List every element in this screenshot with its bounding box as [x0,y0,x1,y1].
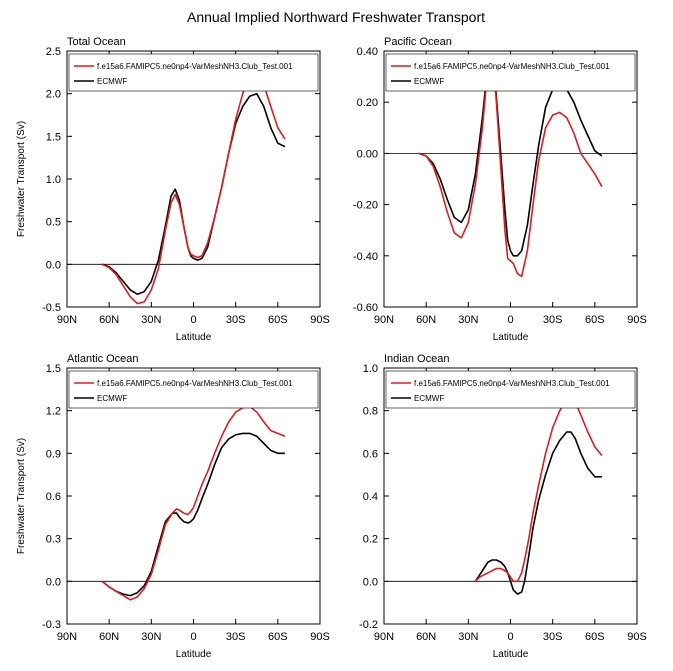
x-tick-label: 0 [507,631,513,643]
panel-title: Pacific Ocean [384,36,452,48]
x-tick-label: 60S [268,631,288,643]
legend: f.e15a6.FAMIPC5.ne0np4-VarMeshNH3.Club_T… [68,370,319,409]
legend-box [385,370,636,409]
series-line-ecmwf [101,92,286,296]
y-tick-label: 0.20 [357,97,378,109]
y-tick-label: 2.0 [46,89,61,101]
x-tick-label: 90N [374,314,394,326]
y-tick-label: 0.4 [363,491,378,503]
y-tick-label: 0.8 [363,406,378,418]
legend: f.e15a6.FAMIPC5.ne0np4-VarMeshNH3.Club_T… [385,53,636,92]
legend: f.e15a6.FAMIPC5.ne0np4-VarMeshNH3.Club_T… [385,370,636,409]
legend-label: ECMWF [414,77,444,86]
x-tick-label: 90S [310,314,330,326]
series-line-ecmwf [101,432,285,597]
x-tick-label: 60N [99,314,119,326]
y-axis-label: Freshwater Transport (Sv) [16,121,27,237]
y-tick-label: 2.5 [46,46,61,58]
y-tick-label: 0.0 [363,576,378,588]
y-axis-label: Freshwater Transport (Sv) [16,438,27,554]
x-tick-label: 90N [374,631,394,643]
x-tick-label: 60N [416,631,436,643]
x-tick-label: 0 [190,631,196,643]
legend-label: f.e15a6.FAMIPC5.ne0np4-VarMeshNH3.Club_T… [97,379,293,388]
legend-label: f.e15a6.FAMIPC5.ne0np4-VarMeshNH3.Club_T… [97,62,293,71]
x-tick-label: 30N [141,314,161,326]
series-line-model [101,71,286,305]
y-tick-label: -0.5 [42,302,61,314]
legend-label: f.e15a6.FAMIPC5.ne0np4-VarMeshNH3.Club_T… [414,379,610,388]
y-tick-label: 1.2 [46,406,61,418]
series-line-model [474,397,603,583]
y-tick-label: 0.5 [46,217,61,229]
y-tick-label: 0.9 [46,448,61,460]
y-tick-label: 1.0 [363,363,378,375]
y-tick-label: -0.2 [359,619,378,631]
y-tick-label: 1.5 [46,131,61,143]
series-line-model [418,60,603,278]
x-axis-label: Latitude [493,649,529,660]
x-axis-label: Latitude [176,332,212,343]
series-line-model [101,405,286,601]
y-tick-label: 0.6 [46,491,61,503]
y-tick-label: 0.00 [357,148,378,160]
panel-indian-ocean: 90N 60N 30N 0 30S 60S 90S -0.2 0.0 0.2 0.4 0.6 0.8 1.… [359,353,647,660]
panel-title: Indian Ocean [384,353,449,365]
y-tick-label: 0.0 [46,576,61,588]
legend-box [68,370,319,409]
y-tick-label: -0.60 [353,302,378,314]
x-tick-label: 30N [458,631,478,643]
y-tick-label: 1.0 [46,174,61,186]
x-tick-label: 30S [226,631,246,643]
panel-title: Atlantic Ocean [67,353,139,365]
legend-label: ECMWF [97,394,127,403]
x-tick-label: 60S [268,314,288,326]
x-tick-label: 60S [585,631,605,643]
panel-pacific-ocean: 90N 60N 30N 0 30S 60S 90S -0.60 -0.40 -0.20 0.00 0.… [353,36,647,343]
x-tick-label: 0 [190,314,196,326]
x-tick-label: 90N [57,631,77,643]
y-tick-label: 0.40 [357,46,378,58]
x-tick-label: 90S [627,631,647,643]
x-tick-label: 30S [543,631,563,643]
panel-title: Total Ocean [67,36,126,48]
legend: f.e15a6.FAMIPC5.ne0np4-VarMeshNH3.Club_T… [68,53,319,92]
legend-box [385,53,636,92]
series-line-ecmwf [474,431,602,595]
x-tick-label: 90S [627,314,647,326]
y-tick-label: 1.5 [46,363,61,375]
x-axis-label: Latitude [176,649,212,660]
x-axis-label: Latitude [493,332,529,343]
panel-atlantic-ocean: 90N 60N 30N 0 30S 60S 90S -0.3 0.0 0.3 0.6 0.9 1.2 1.… [16,353,330,660]
y-tick-label: -0.3 [42,619,61,631]
y-tick-label: 0.2 [363,534,378,546]
x-tick-label: 60N [99,631,119,643]
y-tick-label: -0.20 [353,200,378,212]
x-tick-label: 30N [141,631,161,643]
legend-label: ECMWF [414,394,444,403]
x-tick-label: 30S [543,314,563,326]
y-tick-label: 0.0 [46,259,61,271]
y-tick-label: 0.6 [363,448,378,460]
legend-box [68,53,319,92]
panel-total-ocean: 90N 60N 30N 0 30S 60S 90S -0.5 0.0 0.5 1.0 1.5 2.0 2.… [16,36,330,343]
x-tick-label: 60N [416,314,436,326]
legend-label: f.e15a6.FAMIPC5.ne0np4-VarMeshNH3.Club_T… [414,62,610,71]
y-tick-label: 0.3 [46,534,61,546]
x-tick-label: 60S [585,314,605,326]
x-tick-label: 30N [458,314,478,326]
x-tick-label: 0 [507,314,513,326]
legend-label: ECMWF [97,77,127,86]
y-tick-label: -0.40 [353,251,378,263]
x-tick-label: 90N [57,314,77,326]
x-tick-label: 30S [226,314,246,326]
x-tick-label: 90S [310,631,330,643]
figure-title: Annual Implied Northward Freshwater Tran… [187,9,485,25]
